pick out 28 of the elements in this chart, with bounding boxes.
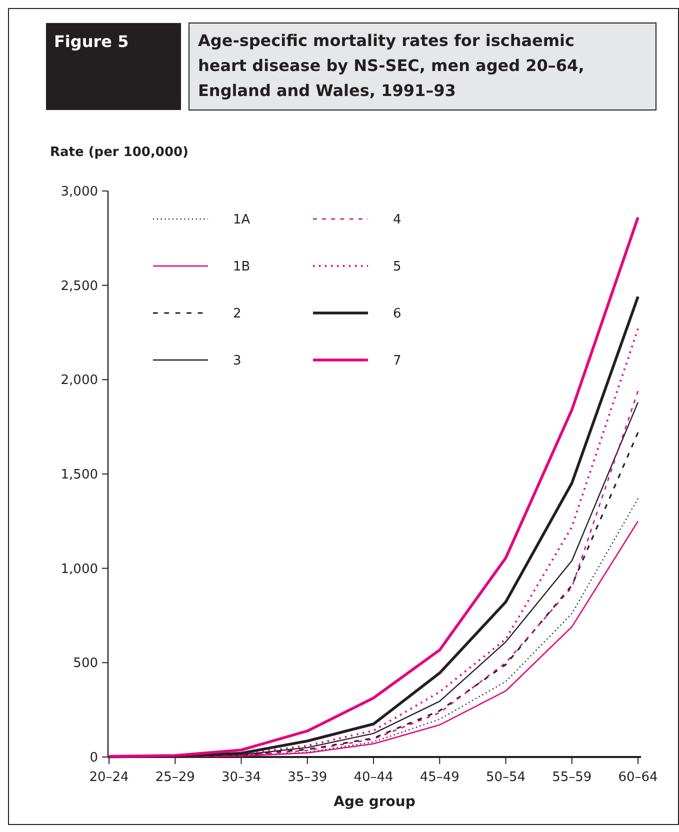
legend-label: 1B xyxy=(233,260,250,275)
caption: Figure 5 xyxy=(54,32,129,51)
x-tick-label: 50–54 xyxy=(486,770,526,785)
y-tick-label: 500 xyxy=(73,656,98,672)
legend-label: 2 xyxy=(233,306,242,322)
x-tick-label: 25–29 xyxy=(155,770,195,785)
y-tick-label: 1,500 xyxy=(60,468,98,483)
x-axis-title: Age group xyxy=(334,794,416,810)
x-tick-label: 40–44 xyxy=(354,770,394,785)
x-tick-label: 35–39 xyxy=(288,770,328,785)
legend-label: 6 xyxy=(393,306,402,322)
legend-label: 1A xyxy=(233,212,250,228)
y-tick-label: 1,000 xyxy=(60,562,98,577)
legend-label: 5 xyxy=(393,260,402,275)
y-axis-title: Rate (per 100,000) xyxy=(50,145,188,160)
legend-label: 4 xyxy=(393,212,402,228)
legend-label: 7 xyxy=(393,354,402,369)
y-tick-label: 0 xyxy=(90,750,98,766)
y-tick-label: 3,000 xyxy=(60,184,98,200)
x-tick-label: 60–64 xyxy=(618,770,658,785)
y-tick-label: 2,500 xyxy=(60,278,98,294)
x-tick-label: 30–34 xyxy=(221,770,262,785)
x-tick-label: 55–59 xyxy=(552,770,592,785)
legend-label: 3 xyxy=(233,354,242,369)
chart-title: Age-specific mortality rates for ischaemic heart disease by NS-SEC, men aged 20–64, England and Wales, 1991–93 xyxy=(198,31,584,100)
y-tick-label: 2,000 xyxy=(60,373,98,388)
x-tick-label: 20–24 xyxy=(89,770,129,785)
x-tick-label: 45–49 xyxy=(420,770,460,785)
